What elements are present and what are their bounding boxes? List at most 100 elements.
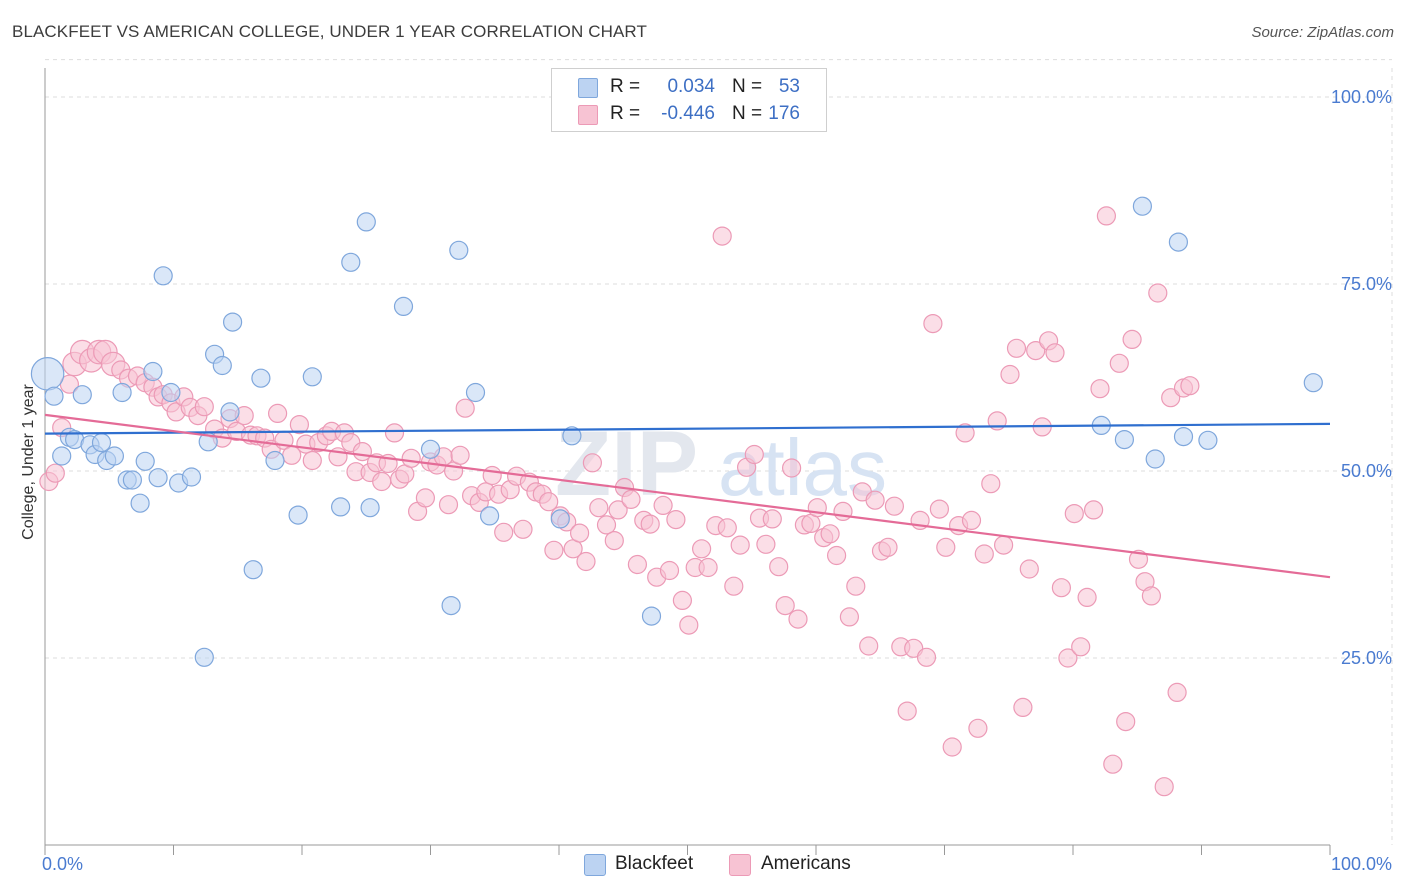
blackfeet-point: [143, 361, 163, 382]
americans-point: [569, 523, 590, 543]
americans-point: [455, 398, 475, 418]
x-tick-label: 100.0%: [1331, 854, 1392, 874]
americans-point: [1122, 329, 1142, 349]
legend-r-label: R =: [610, 76, 641, 97]
americans-point: [1071, 637, 1091, 657]
americans-point: [415, 488, 435, 508]
x-tick-label: 0.0%: [42, 854, 83, 874]
americans-legend-swatch: [729, 854, 751, 876]
americans-point: [1083, 500, 1104, 520]
blackfeet-point: [44, 386, 64, 406]
blackfeet-point: [135, 451, 155, 471]
y-tick-label: 75.0%: [1341, 274, 1392, 294]
americans-point: [384, 423, 405, 443]
americans-point: [1167, 682, 1187, 703]
americans-point: [691, 539, 712, 559]
blackfeet-point: [641, 606, 662, 626]
blackfeet-point: [562, 426, 582, 446]
americans-point: [1141, 586, 1162, 606]
blackfeet-point: [72, 385, 92, 405]
blackfeet-point: [265, 450, 285, 471]
americans-point: [513, 519, 533, 539]
americans-point: [1006, 338, 1027, 358]
americans-point: [712, 226, 732, 246]
blackfeet-point: [360, 498, 380, 518]
blackfeet-point: [194, 647, 214, 667]
legend-n-value: 53: [778, 76, 800, 97]
americans-point: [744, 444, 764, 465]
americans-point: [769, 557, 789, 577]
americans-point: [839, 607, 860, 627]
americans-point: [859, 636, 879, 656]
blackfeet-point: [302, 367, 322, 387]
americans-point: [45, 463, 65, 483]
americans-point: [1128, 549, 1149, 569]
americans-point: [865, 490, 885, 510]
americans-point: [401, 448, 421, 468]
blackfeet-point: [341, 252, 361, 272]
blackfeet-swatch: [578, 78, 598, 98]
americans-point: [878, 537, 898, 557]
legend-r-value: -0.446: [661, 103, 715, 124]
americans-point: [775, 595, 795, 616]
americans-point: [1019, 559, 1039, 579]
blackfeet-point: [1173, 427, 1194, 447]
americans-point: [717, 518, 737, 538]
y-tick-label: 100.0%: [1331, 87, 1392, 107]
americans-point: [756, 534, 776, 554]
blackfeet-point: [122, 470, 142, 490]
americans-point: [724, 576, 744, 596]
americans-point: [653, 495, 673, 515]
americans-point: [659, 560, 680, 581]
legend-row-americans: R = -0.446 N = 176: [552, 102, 826, 126]
americans-point: [268, 403, 288, 423]
blackfeet-point: [220, 402, 240, 422]
legend-row-blackfeet: R = 0.034 N = 53: [552, 75, 826, 99]
americans-point: [627, 554, 648, 575]
blackfeet-legend-label: Blackfeet: [615, 853, 694, 874]
blackfeet-point: [104, 446, 125, 466]
blackfeet-legend-swatch: [584, 854, 606, 876]
blackfeet-point: [251, 368, 271, 388]
americans-point: [1090, 379, 1110, 399]
americans-point: [1045, 343, 1065, 363]
americans-point: [596, 515, 617, 535]
y-tick-label: 50.0%: [1341, 461, 1392, 481]
americans-legend-label: Americans: [761, 853, 851, 874]
americans-point: [1180, 376, 1200, 396]
americans-point: [1161, 388, 1181, 408]
blackfeet-point: [449, 240, 469, 260]
americans-point: [955, 423, 975, 443]
blackfeet-point: [161, 382, 181, 403]
series-legend: Blackfeet Americans: [0, 852, 1406, 878]
americans-point: [1116, 711, 1136, 732]
americans-point: [968, 718, 988, 738]
americans-point: [826, 545, 847, 566]
americans-point: [923, 314, 943, 334]
americans-point: [1148, 283, 1168, 303]
americans-point: [494, 522, 514, 542]
blackfeet-point: [130, 493, 150, 513]
y-tick-label: 25.0%: [1341, 648, 1392, 668]
americans-point: [833, 501, 853, 521]
blackfeet-point: [1132, 196, 1153, 216]
grid-layer: [45, 59, 1393, 845]
americans-point: [929, 499, 950, 519]
americans-point: [1103, 754, 1123, 774]
correlation-legend: R = 0.034 N = 53 R = -0.446 N = 176: [551, 68, 827, 132]
blackfeet-point: [420, 439, 441, 459]
americans-point: [884, 496, 905, 516]
blackfeet-point: [550, 509, 570, 529]
americans-trend-line: [44, 413, 1331, 579]
blackfeet-point: [112, 382, 132, 403]
americans-point: [1000, 364, 1020, 385]
americans-point: [640, 514, 660, 534]
chart-source: Source: ZipAtlas.com: [1251, 24, 1394, 41]
americans-point: [974, 544, 994, 564]
americans-point: [730, 535, 750, 555]
axes-layer: [44, 68, 1331, 855]
americans-point: [993, 535, 1014, 555]
blackfeet-point: [181, 467, 202, 487]
tick-labels: 25.0% 50.0% 75.0% 100.0% 0.0% 100.0%: [42, 87, 1392, 874]
americans-point: [1154, 777, 1174, 797]
